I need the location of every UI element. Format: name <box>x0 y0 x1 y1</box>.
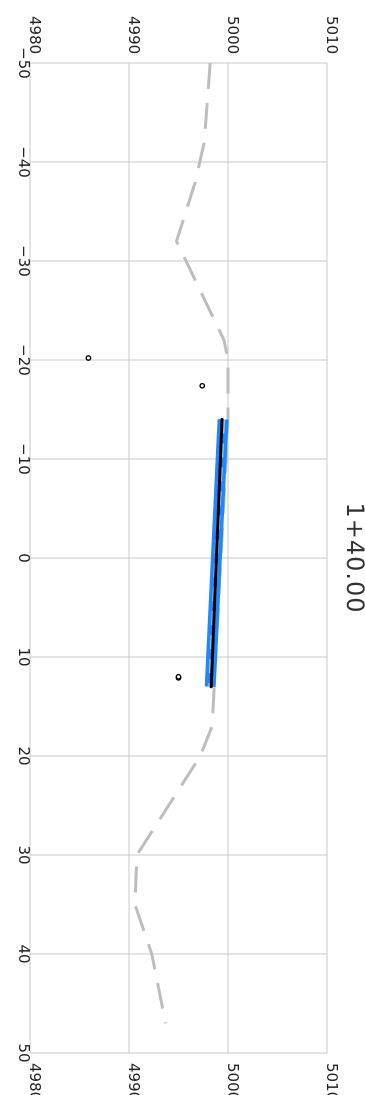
tick-label-elevation-bottom: 4980 <box>26 1063 44 1095</box>
tick-label-station: 0 <box>15 553 33 563</box>
plot-layer <box>85 62 230 1024</box>
grid-layer <box>29 62 328 1054</box>
tick-label-elevation-top: 5010 <box>323 16 341 54</box>
tick-label-station: −20 <box>15 344 33 376</box>
scatter-point <box>175 673 182 680</box>
scatter-point <box>199 382 206 389</box>
tick-label-station: 10 <box>15 647 33 666</box>
tick-label-layer: −50−40−30−20−100102030405049804980499049… <box>15 16 341 1095</box>
tick-label-elevation-bottom: 5000 <box>224 1063 242 1095</box>
chart-title: 1+40.00 <box>341 502 365 613</box>
tick-label-elevation-top: 5000 <box>224 16 242 54</box>
series-ground-line <box>133 62 230 1024</box>
tick-label-elevation-bottom: 4990 <box>125 1063 143 1095</box>
tick-label-station: −10 <box>15 443 33 475</box>
tick-label-station: 30 <box>15 845 33 864</box>
series-design-line <box>209 417 224 689</box>
tick-label-station: 20 <box>15 746 33 765</box>
tick-label-elevation-top: 4990 <box>125 16 143 54</box>
tick-label-station: −30 <box>15 245 33 277</box>
tick-label-elevation-top: 4980 <box>26 16 44 54</box>
scatter-point <box>85 355 92 361</box>
tick-label-station: 50 <box>15 1043 33 1062</box>
tick-label-station: 40 <box>15 944 33 963</box>
tick-label-elevation-bottom: 5010 <box>323 1063 341 1095</box>
tick-label-station: −50 <box>15 47 33 79</box>
tick-label-station: −40 <box>15 146 33 178</box>
